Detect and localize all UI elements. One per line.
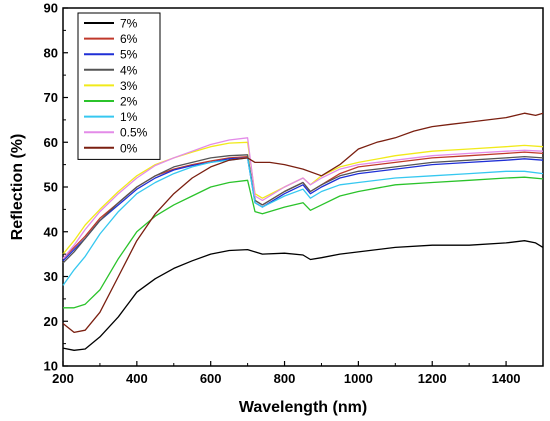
x-tick-label-5: 1200 [418, 371, 447, 386]
x-tick-label-3: 800 [274, 371, 296, 386]
series-line-0 [62, 240, 544, 351]
legend-box [77, 12, 161, 160]
y-tick-label-8: 90 [44, 1, 58, 16]
series-line-7 [62, 137, 544, 260]
x-tick-label-6: 1400 [492, 371, 521, 386]
x-tick-label-4: 1000 [344, 371, 373, 386]
x-tick-label-0: 200 [52, 371, 74, 386]
series-layer [62, 112, 544, 351]
legend-label-1: 6% [120, 32, 138, 46]
series-line-6 [62, 157, 544, 286]
y-tick-label-4: 50 [44, 180, 58, 195]
series-line-4 [62, 141, 544, 255]
series-line-8 [62, 112, 544, 334]
series-line-5 [63, 176, 544, 309]
legend-label-7: 0.5% [120, 126, 148, 140]
x-tick-label-2: 600 [200, 371, 222, 386]
legend-label-4: 3% [120, 79, 138, 93]
y-tick-label-6: 70 [44, 90, 58, 105]
series-line-1 [62, 151, 544, 260]
y-tick-label-1: 20 [44, 314, 58, 329]
x-axis-title: Wavelength (nm) [239, 399, 367, 416]
legend-label-8: 0% [120, 141, 138, 155]
ticks-layer: 200 400 600 800 1000 1200 1400 10 20 30 40 50 60 70 80… [44, 1, 521, 387]
y-tick-label-2: 30 [44, 269, 58, 284]
y-tick-label-0: 10 [44, 359, 58, 374]
series-line-3 [62, 154, 544, 264]
legend-label-5: 2% [120, 95, 138, 109]
legend-label-0: 7% [120, 17, 138, 31]
y-tick-label-7: 80 [44, 45, 58, 60]
legend: 7%6% 5%4% 3% 2%1% 0.5%0% [77, 12, 161, 160]
legend-label-6: 1% [120, 110, 138, 124]
y-tick-label-5: 60 [44, 135, 58, 150]
x-tick-label-1: 400 [126, 371, 148, 386]
y-tick-label-3: 40 [44, 224, 58, 239]
legend-label-2: 5% [120, 48, 138, 62]
y-axis-title: Reflection (%) [9, 134, 26, 241]
legend-label-3: 4% [120, 63, 138, 77]
